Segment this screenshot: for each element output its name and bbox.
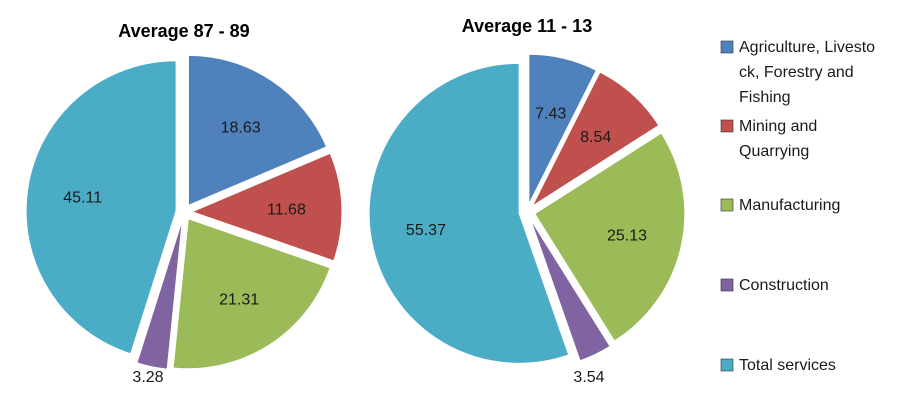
data-label-agriculture: 18.63 xyxy=(221,120,261,137)
data-label-manufacturing: 21.31 xyxy=(219,291,259,308)
legend-swatch-agriculture xyxy=(720,40,734,54)
data-label-services: 55.37 xyxy=(406,222,446,239)
legend-label-agriculture: Agriculture, Livesto ck, Forestry and Fish… xyxy=(739,39,875,106)
legend-swatch-construction xyxy=(720,278,734,292)
legend-label-mining: Mining and Quarrying xyxy=(739,118,817,160)
data-label-manufacturing: 25.13 xyxy=(607,228,647,245)
pie-title-2011-13: Average 11 - 13 xyxy=(462,16,592,36)
pie-chart-1987-89: Average 87 - 89 18.63 11.68 21.31 3.28 45.11 xyxy=(25,21,343,386)
data-label-construction: 3.28 xyxy=(132,369,163,386)
pie-slice-manufacturing xyxy=(534,132,686,342)
legend-swatch-services xyxy=(720,358,734,372)
data-label-construction: 3.54 xyxy=(573,369,604,386)
legend-swatch-mining xyxy=(720,119,734,133)
pie-slice-agriculture xyxy=(528,53,598,205)
legend-label-construction: Construction xyxy=(739,277,829,294)
legend-label-services: Total services xyxy=(739,357,836,374)
pie-slice-construction xyxy=(529,218,611,362)
legend: Agriculture, Livesto ck, Forestry and Fish… xyxy=(720,39,875,374)
data-label-mining: 11.68 xyxy=(267,202,306,219)
pie-slice-services xyxy=(25,60,177,355)
pie-slice-mining xyxy=(531,71,660,208)
legend-swatch-manufacturing xyxy=(720,198,734,212)
pie-slice-manufacturing xyxy=(172,218,331,370)
legend-label-manufacturing: Manufacturing xyxy=(739,197,840,214)
pie-chart-2011-13: Average 11 - 13 7.43 8.54 25.13 3.54 55.37 xyxy=(368,16,686,386)
pie-slice-services xyxy=(368,62,570,364)
pie-slice-mining xyxy=(190,152,343,262)
pie-slice-agriculture xyxy=(187,54,328,207)
pie-slice-construction xyxy=(136,219,183,370)
data-label-mining: 8.54 xyxy=(580,129,611,146)
data-label-services: 45.11 xyxy=(63,189,102,206)
data-label-agriculture: 7.43 xyxy=(535,105,566,122)
pie-title-1987-89: Average 87 - 89 xyxy=(118,21,249,41)
